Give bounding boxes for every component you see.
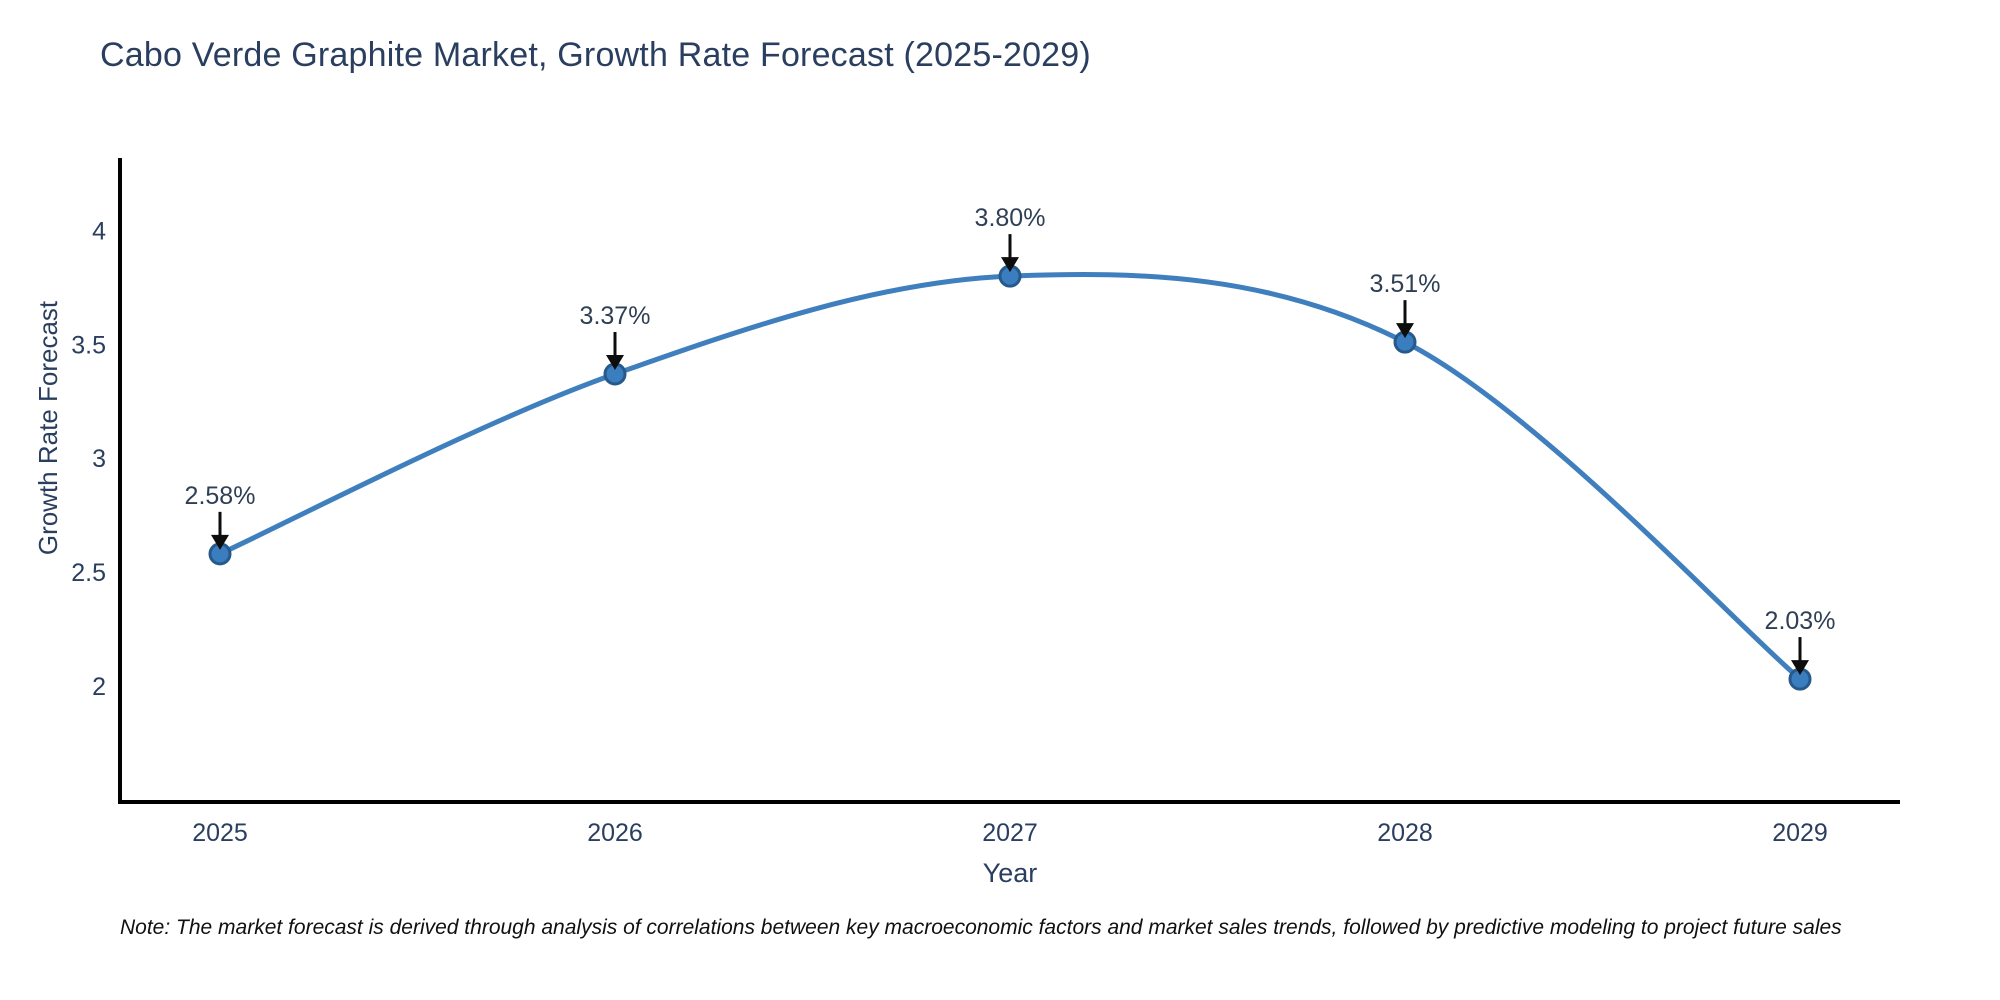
x-tick-label: 2027 <box>982 819 1038 847</box>
annotation-arrow-head <box>211 534 229 550</box>
x-tick-label: 2025 <box>192 819 248 847</box>
annotation-arrow-head <box>1001 257 1019 273</box>
chart-title: Cabo Verde Graphite Market, Growth Rate … <box>100 36 1091 74</box>
point-value-label: 3.51% <box>1370 270 1441 298</box>
forecast-line <box>217 271 1803 682</box>
y-tick-label: 2.5 <box>71 559 106 587</box>
point-value-label: 2.58% <box>185 482 256 510</box>
x-tick-label: 2026 <box>587 819 643 847</box>
y-tick-label: 3 <box>92 445 106 473</box>
y-tick-label: 4 <box>92 218 106 246</box>
y-tick-label: 2 <box>92 673 106 701</box>
x-axis-title: Year <box>982 858 1038 888</box>
annotation-arrow-head <box>1791 660 1809 676</box>
point-value-label: 2.03% <box>1765 607 1836 635</box>
point-value-label: 3.80% <box>975 204 1046 232</box>
footnote: Note: The market forecast is derived thr… <box>120 916 1842 939</box>
x-tick-label: 2029 <box>1772 819 1828 847</box>
annotation-arrow-head <box>1396 323 1414 339</box>
annotation-arrow-head <box>606 355 624 370</box>
x-tick-label: 2028 <box>1377 819 1433 847</box>
point-value-label: 3.37% <box>580 302 651 330</box>
y-tick-label: 3.5 <box>71 331 106 359</box>
